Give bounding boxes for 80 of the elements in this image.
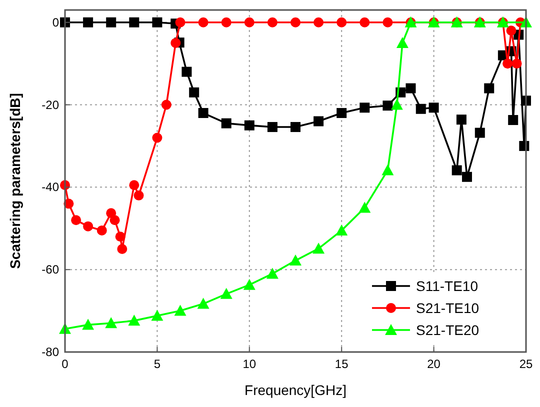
legend-label: S21-TE20 — [416, 322, 480, 338]
point — [267, 17, 278, 28]
legend-label: S11-TE10 — [416, 278, 478, 294]
point — [267, 122, 278, 132]
point — [170, 38, 181, 48]
point — [182, 66, 192, 77]
point — [360, 102, 370, 113]
x-axis-title: Frequency[GHz] — [244, 382, 346, 398]
point — [358, 202, 371, 213]
point — [106, 17, 116, 28]
point — [243, 278, 256, 290]
point — [452, 165, 462, 176]
point — [221, 17, 232, 28]
point — [312, 242, 325, 254]
point — [390, 98, 403, 110]
point — [174, 304, 186, 316]
point — [462, 172, 472, 182]
point — [71, 215, 82, 226]
point — [382, 17, 393, 28]
point — [129, 17, 140, 28]
point — [336, 224, 348, 236]
y-tick-label: -40 — [42, 180, 60, 194]
point — [129, 180, 140, 190]
x-tick-label: 25 — [519, 357, 533, 371]
point — [82, 318, 94, 330]
point — [197, 298, 210, 309]
point — [105, 317, 118, 328]
point — [161, 100, 172, 110]
point — [314, 17, 324, 28]
point — [83, 221, 94, 232]
legend-label: S21-TE10 — [416, 300, 480, 316]
point — [110, 215, 120, 226]
point — [189, 87, 200, 98]
point — [506, 26, 516, 36]
point — [128, 314, 140, 326]
point — [484, 83, 494, 94]
point — [360, 17, 370, 28]
point — [314, 116, 324, 126]
point — [502, 58, 513, 69]
y-tick-label: -60 — [42, 262, 60, 277]
point — [396, 36, 408, 48]
point — [290, 254, 302, 266]
point — [175, 17, 186, 28]
point — [117, 244, 128, 254]
y-tick-label: -80 — [42, 345, 60, 359]
x-tick-label: 10 — [242, 357, 256, 371]
point — [244, 120, 254, 130]
point — [428, 102, 439, 113]
point — [290, 17, 300, 28]
point — [336, 17, 347, 28]
point — [512, 58, 522, 69]
y-axis-title: Scattering parameters[dB] — [7, 93, 23, 269]
point — [221, 118, 232, 128]
point — [115, 232, 126, 242]
y-tick-label: -20 — [42, 98, 60, 112]
point — [220, 288, 232, 299]
point — [198, 17, 208, 28]
point — [290, 122, 300, 132]
x-tick-label: 20 — [427, 357, 441, 371]
point — [134, 190, 144, 200]
point — [96, 225, 107, 236]
point — [456, 114, 466, 125]
x-tick-label: 15 — [334, 357, 349, 371]
point — [508, 115, 518, 126]
point — [152, 17, 162, 28]
point — [474, 128, 485, 138]
x-tick-label: 0 — [62, 357, 69, 371]
point — [151, 310, 164, 321]
point — [152, 132, 162, 143]
point — [382, 164, 394, 176]
point — [198, 108, 208, 118]
point — [336, 108, 347, 118]
point — [406, 83, 416, 94]
point — [416, 104, 426, 114]
point — [83, 17, 94, 28]
point — [382, 100, 393, 111]
y-tick-label: 0 — [52, 15, 60, 30]
point — [244, 17, 254, 28]
point — [266, 268, 278, 279]
x-tick-label: 5 — [154, 357, 161, 371]
